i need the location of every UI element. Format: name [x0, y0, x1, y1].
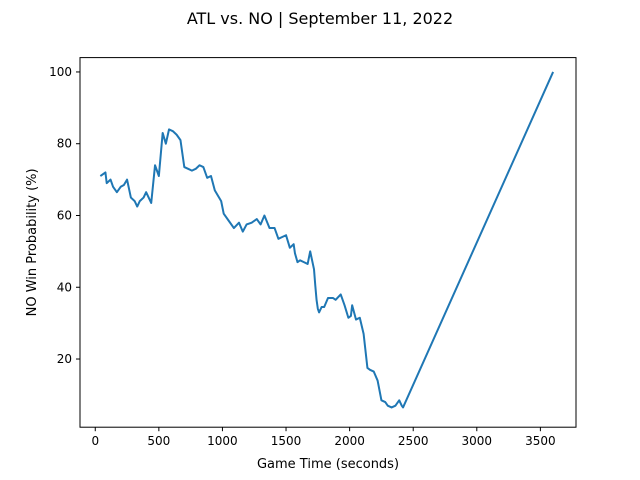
y-axis-label: NO Win Probability (%): [25, 168, 40, 316]
x-tick-label: 1000: [207, 434, 238, 448]
x-tick-label: 0: [91, 434, 99, 448]
x-tick-label: 2500: [398, 434, 429, 448]
axes-frame: [79, 57, 577, 428]
y-tick-label: 100: [49, 65, 72, 79]
y-axis: 20 40 60 80 100: [49, 65, 80, 366]
x-tick-label: 500: [147, 434, 170, 448]
y-tick-label: 80: [57, 137, 72, 151]
y-tick-label: 60: [57, 208, 72, 222]
y-tick-label: 20: [57, 352, 72, 366]
y-tick-label: 40: [57, 280, 72, 294]
x-tick-label: 1500: [271, 434, 302, 448]
x-axis-label: Game Time (seconds): [257, 457, 399, 472]
chart-title: ATL vs. NO | September 11, 2022: [187, 9, 453, 28]
plot-area: [79, 57, 577, 428]
win-probability-line: [99, 71, 555, 409]
x-tick-label: 3500: [525, 434, 556, 448]
x-tick-label: 3000: [462, 434, 493, 448]
x-axis: 0 500 1000 1500 2000 2500 3000 3500: [91, 427, 556, 448]
x-tick-label: 2000: [334, 434, 365, 448]
